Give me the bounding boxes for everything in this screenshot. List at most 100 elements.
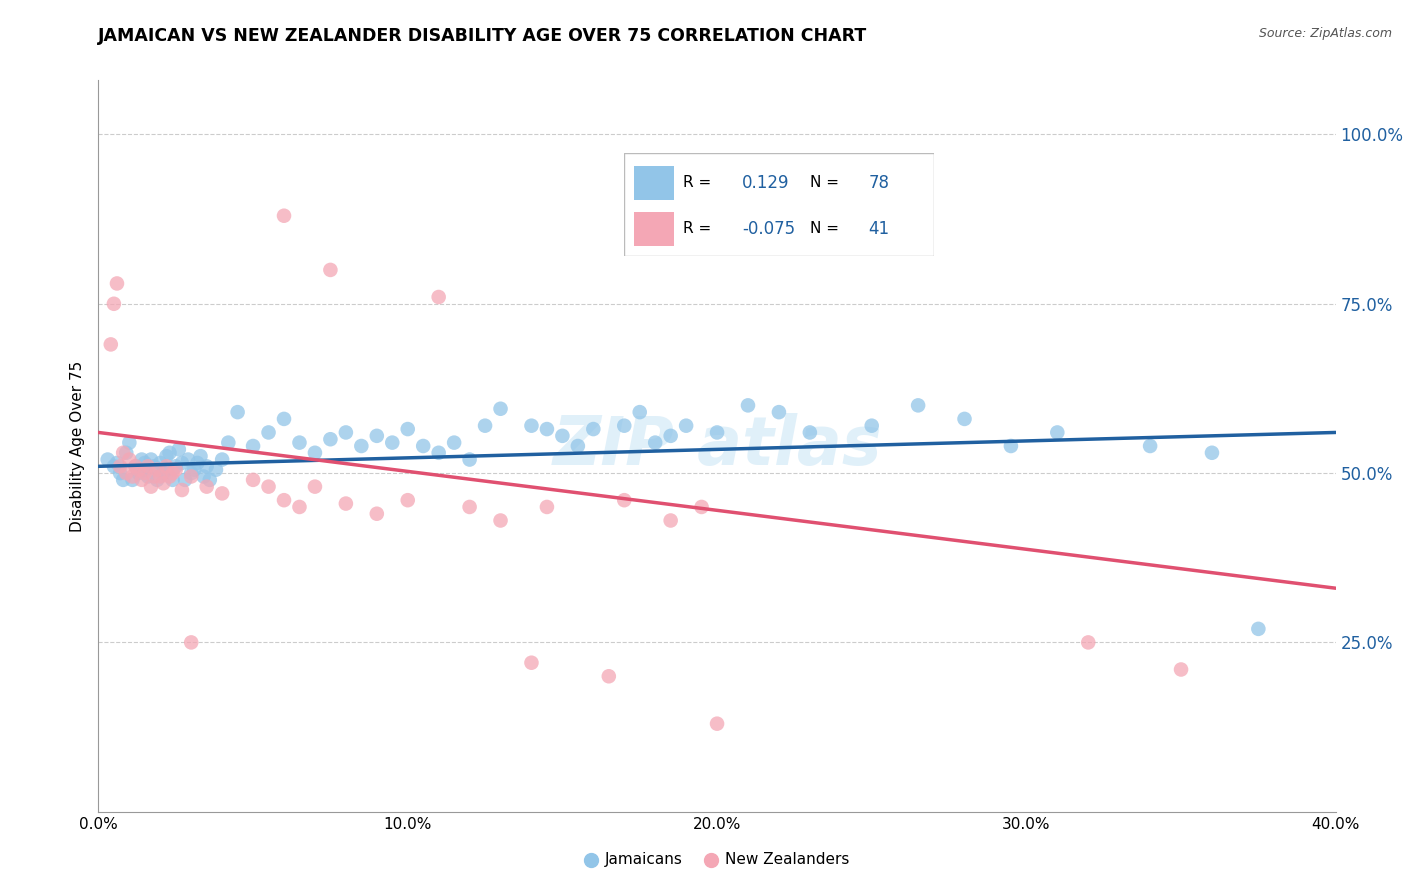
Point bbox=[131, 452, 153, 467]
Point bbox=[195, 480, 218, 494]
Point bbox=[97, 452, 120, 467]
Point bbox=[155, 463, 177, 477]
Point bbox=[443, 435, 465, 450]
Point bbox=[180, 469, 202, 483]
Point bbox=[536, 500, 558, 514]
Point bbox=[335, 425, 357, 440]
Text: 41: 41 bbox=[869, 219, 890, 237]
Point bbox=[134, 466, 156, 480]
Point bbox=[288, 500, 311, 514]
Point bbox=[350, 439, 373, 453]
Point bbox=[319, 432, 342, 446]
Point bbox=[165, 463, 187, 477]
Point bbox=[112, 473, 135, 487]
Point bbox=[167, 442, 190, 457]
Point bbox=[162, 466, 184, 480]
Text: 78: 78 bbox=[869, 174, 890, 192]
Point bbox=[706, 425, 728, 440]
Point bbox=[737, 398, 759, 412]
Point bbox=[907, 398, 929, 412]
Point bbox=[217, 435, 239, 450]
Point bbox=[143, 469, 166, 483]
Point bbox=[193, 469, 215, 483]
Point bbox=[124, 459, 146, 474]
Text: R =: R = bbox=[683, 221, 716, 236]
Point bbox=[105, 277, 128, 291]
Point bbox=[124, 459, 146, 474]
Point bbox=[121, 473, 143, 487]
Point bbox=[100, 337, 122, 351]
Y-axis label: Disability Age Over 75: Disability Age Over 75 bbox=[69, 360, 84, 532]
Point bbox=[183, 463, 205, 477]
Point bbox=[288, 435, 311, 450]
Point bbox=[396, 422, 419, 436]
Point bbox=[366, 507, 388, 521]
Point bbox=[159, 469, 181, 483]
Point bbox=[128, 463, 150, 477]
Point bbox=[1201, 446, 1223, 460]
Text: ZIP atlas: ZIP atlas bbox=[553, 413, 882, 479]
Text: 0.129: 0.129 bbox=[742, 174, 789, 192]
Point bbox=[366, 429, 388, 443]
Text: Source: ZipAtlas.com: Source: ZipAtlas.com bbox=[1258, 27, 1392, 40]
Point bbox=[412, 439, 434, 453]
Point bbox=[118, 435, 141, 450]
Point bbox=[136, 469, 159, 483]
FancyBboxPatch shape bbox=[624, 153, 934, 256]
Point bbox=[149, 456, 172, 470]
Point bbox=[427, 290, 450, 304]
Point bbox=[152, 476, 174, 491]
Point bbox=[162, 473, 184, 487]
Point bbox=[115, 466, 138, 480]
Point bbox=[520, 656, 543, 670]
Point bbox=[134, 463, 156, 477]
Point bbox=[115, 446, 138, 460]
Point bbox=[134, 456, 156, 470]
Point bbox=[396, 493, 419, 508]
Point bbox=[149, 469, 172, 483]
Point bbox=[103, 297, 125, 311]
Point bbox=[273, 209, 295, 223]
Point bbox=[458, 452, 481, 467]
Point bbox=[186, 456, 208, 470]
Point bbox=[860, 418, 883, 433]
Point bbox=[675, 418, 697, 433]
Point bbox=[190, 449, 212, 463]
Point bbox=[155, 459, 177, 474]
Text: -0.075: -0.075 bbox=[742, 219, 794, 237]
Point bbox=[799, 425, 821, 440]
Point bbox=[139, 452, 162, 467]
Point bbox=[1139, 439, 1161, 453]
Point bbox=[659, 429, 682, 443]
Point bbox=[180, 635, 202, 649]
Point bbox=[520, 418, 543, 433]
Point bbox=[198, 473, 221, 487]
Point bbox=[143, 459, 166, 474]
Point bbox=[108, 466, 131, 480]
Point bbox=[131, 473, 153, 487]
Point bbox=[551, 429, 574, 443]
Point bbox=[273, 412, 295, 426]
Point bbox=[335, 497, 357, 511]
Point bbox=[1046, 425, 1069, 440]
Point bbox=[205, 463, 228, 477]
Point bbox=[108, 459, 131, 474]
FancyBboxPatch shape bbox=[634, 211, 673, 245]
Point bbox=[128, 466, 150, 480]
Point bbox=[598, 669, 620, 683]
Point bbox=[170, 483, 193, 497]
Point bbox=[118, 452, 141, 467]
Point bbox=[159, 446, 181, 460]
Point bbox=[121, 469, 143, 483]
Point bbox=[257, 480, 280, 494]
Point bbox=[613, 418, 636, 433]
Point bbox=[139, 480, 162, 494]
Point bbox=[319, 263, 342, 277]
Point bbox=[536, 422, 558, 436]
Point bbox=[489, 514, 512, 528]
Point bbox=[155, 449, 177, 463]
Point bbox=[273, 493, 295, 508]
Point bbox=[1000, 439, 1022, 453]
Text: JAMAICAN VS NEW ZEALANDER DISABILITY AGE OVER 75 CORRELATION CHART: JAMAICAN VS NEW ZEALANDER DISABILITY AGE… bbox=[98, 27, 868, 45]
Point bbox=[628, 405, 651, 419]
